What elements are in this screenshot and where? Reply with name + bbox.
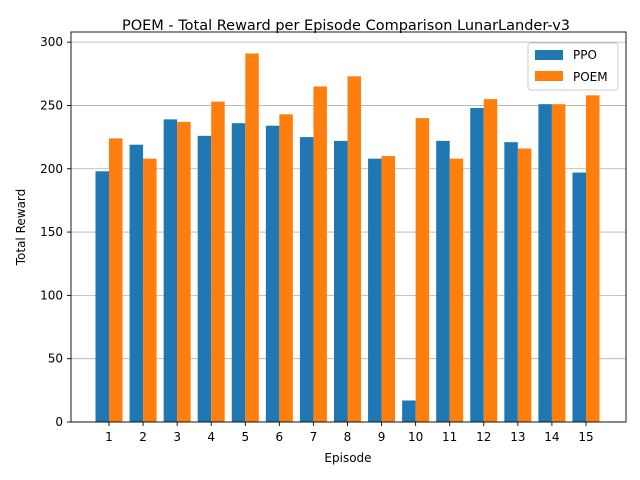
x-tick-label: 14: [544, 430, 559, 444]
legend-label-ppo: PPO: [573, 48, 597, 62]
bar-poem-episode-15: [585, 95, 600, 422]
bar-poem-episode-10: [415, 118, 430, 423]
x-tick-label: 7: [310, 430, 318, 444]
bar-poem-episode-11: [449, 158, 464, 422]
bar-poem-episode-4: [211, 101, 225, 423]
x-axis-label: Episode: [324, 451, 371, 465]
bar-ppo-episode-10: [402, 400, 416, 422]
bar-poem-episode-1: [109, 138, 123, 422]
x-tick-label: 2: [139, 430, 147, 444]
bar-ppo-episode-4: [197, 135, 212, 422]
bar-ppo-episode-7: [299, 137, 314, 422]
legend-label-poem: POEM: [573, 70, 608, 84]
bar-ppo-episode-1: [95, 171, 109, 422]
y-tick-label: 250: [40, 98, 63, 112]
bar-poem-episode-13: [517, 148, 532, 422]
bar-poem-episode-7: [313, 86, 327, 422]
bar-ppo-episode-8: [333, 140, 348, 422]
bar-poem-episode-14: [551, 104, 566, 422]
x-tick-label: 3: [173, 430, 181, 444]
legend-swatch-ppo: [535, 50, 563, 60]
bars: [95, 53, 600, 423]
bar-ppo-episode-6: [265, 125, 280, 423]
x-tick-label: 15: [578, 430, 593, 444]
bar-poem-episode-6: [279, 114, 293, 423]
y-tick-label: 0: [55, 415, 63, 429]
x-tick-label: 9: [378, 430, 386, 444]
y-axis-label: Total Reward: [14, 189, 28, 267]
x-tick-label: 13: [510, 430, 525, 444]
y-tick-label: 100: [40, 288, 63, 302]
x-tick-label: 8: [344, 430, 352, 444]
x-tick-label: 4: [207, 430, 215, 444]
x-tick-label: 12: [476, 430, 491, 444]
bar-poem-episode-5: [245, 53, 259, 423]
bar-poem-episode-9: [381, 156, 396, 422]
y-tick-label: 200: [40, 162, 63, 176]
bar-ppo-episode-12: [470, 107, 484, 422]
legend-swatch-poem: [535, 71, 563, 81]
x-tick-label: 11: [442, 430, 457, 444]
bar-ppo-episode-3: [163, 119, 178, 423]
y-tick-label: 50: [48, 352, 63, 366]
bar-ppo-episode-15: [572, 172, 586, 422]
bar-poem-episode-2: [143, 158, 157, 422]
bar-ppo-episode-13: [504, 142, 518, 422]
bar-poem-episode-8: [347, 76, 361, 423]
y-tick-label: 150: [40, 225, 63, 239]
bar-ppo-episode-5: [231, 123, 246, 423]
plot-frame: [70, 31, 627, 423]
bar-ppo-episode-11: [436, 140, 450, 422]
chart-title: POEM - Total Reward per Episode Comparis…: [122, 18, 570, 34]
bar-ppo-episode-14: [538, 104, 552, 422]
bar-ppo-episode-9: [368, 158, 382, 422]
bar-ppo-episode-2: [129, 144, 144, 422]
x-tick-label: 10: [408, 430, 423, 444]
bar-poem-episode-12: [483, 99, 498, 423]
legend: PPO POEM: [527, 42, 619, 91]
x-tick-label: 1: [105, 430, 113, 444]
x-tick-label: 5: [241, 430, 249, 444]
bar-poem-episode-3: [177, 121, 191, 423]
x-tick-label: 6: [276, 430, 284, 444]
y-tick-label: 300: [40, 35, 63, 49]
